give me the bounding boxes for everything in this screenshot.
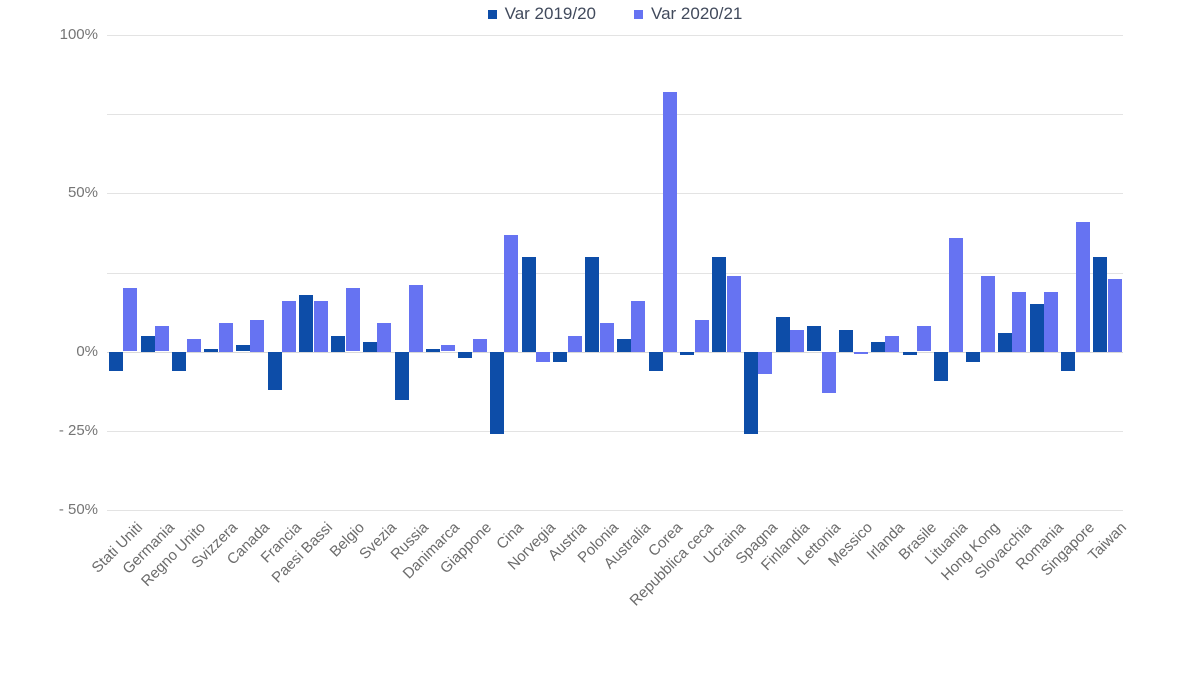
bar — [903, 352, 917, 355]
bar — [236, 345, 250, 351]
bar — [871, 342, 885, 352]
y-tick-label: 50% — [67, 184, 98, 201]
bar — [600, 323, 614, 352]
y-tick-label: 0% — [76, 343, 98, 360]
bar — [441, 345, 455, 351]
gridline-75 — [107, 114, 1123, 115]
bar — [727, 276, 741, 352]
bar — [649, 352, 663, 371]
legend-label: Var 2019/20 — [504, 4, 596, 23]
gridline--25 — [107, 431, 1123, 432]
bar — [758, 352, 772, 374]
bar — [553, 352, 567, 362]
bar — [426, 349, 440, 352]
bar — [1076, 222, 1090, 352]
bar — [141, 336, 155, 352]
bar — [981, 276, 995, 352]
bar — [1030, 304, 1044, 352]
bar — [123, 288, 137, 351]
gridline--50 — [107, 510, 1123, 511]
bar — [744, 352, 758, 434]
bar — [712, 257, 726, 352]
bar — [585, 257, 599, 352]
bar — [109, 352, 123, 371]
bar — [631, 301, 645, 352]
bar — [839, 330, 853, 352]
bar — [409, 285, 423, 352]
gridline-0 — [107, 352, 1123, 353]
bar — [568, 336, 582, 352]
bar — [458, 352, 472, 358]
bar — [299, 295, 313, 352]
legend-swatch-icon — [487, 9, 497, 19]
bar — [504, 235, 518, 352]
bar — [695, 320, 709, 352]
bar — [346, 288, 360, 351]
legend-label: Var 2020/21 — [651, 4, 743, 23]
gridline-100 — [107, 35, 1123, 36]
y-tick-label: 100% — [59, 26, 98, 43]
legend: Var 2019/20 Var 2020/21 — [107, 2, 1123, 26]
y-tick-label: - 50% — [58, 501, 98, 518]
bar — [1061, 352, 1075, 371]
legend-swatch-icon — [634, 9, 643, 19]
bar — [934, 352, 948, 381]
bar — [155, 326, 169, 351]
bar — [314, 301, 328, 352]
y-tick-label: - 25% — [58, 422, 98, 439]
bar — [204, 349, 218, 352]
bar — [885, 336, 899, 352]
bar — [377, 323, 391, 352]
bar — [663, 92, 677, 352]
bar — [822, 352, 836, 393]
bar — [363, 342, 377, 352]
bar — [490, 352, 504, 434]
bar — [776, 317, 790, 352]
bar — [219, 323, 233, 352]
bar — [949, 238, 963, 352]
bar — [680, 352, 694, 355]
bar — [854, 352, 868, 354]
bar — [187, 339, 201, 352]
gridline-25 — [107, 273, 1123, 274]
bar — [395, 352, 409, 400]
bar — [172, 352, 186, 371]
bar — [268, 352, 282, 390]
gridline-50 — [107, 193, 1123, 194]
bar — [1093, 257, 1107, 352]
bar — [807, 326, 821, 351]
bar — [331, 336, 345, 352]
bar — [473, 339, 487, 352]
bar — [1012, 292, 1026, 352]
bar — [250, 320, 264, 352]
bar — [282, 301, 296, 352]
bar — [1108, 279, 1122, 352]
bar — [522, 257, 536, 352]
bar — [790, 330, 804, 352]
legend-item-2: Var 2020/21 — [634, 4, 742, 24]
legend-item-1: Var 2019/20 — [487, 4, 596, 24]
bar — [617, 339, 631, 352]
bar — [998, 333, 1012, 352]
bar — [536, 352, 550, 362]
bar — [966, 352, 980, 362]
bar — [917, 326, 931, 351]
bar — [1044, 292, 1058, 352]
